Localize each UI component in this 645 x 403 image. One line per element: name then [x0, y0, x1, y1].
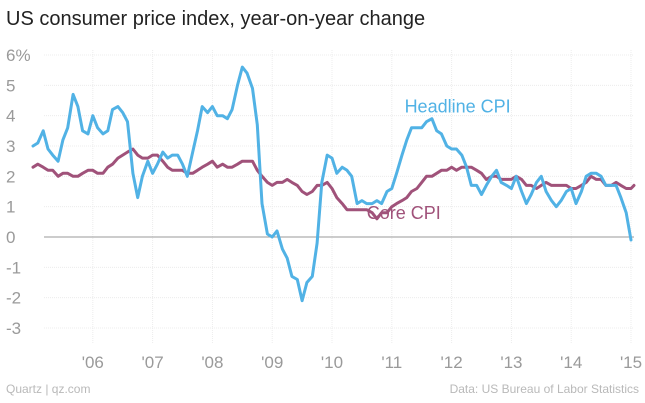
headline-cpi-label: Headline CPI: [405, 97, 511, 117]
x-tick-label: '10: [321, 353, 343, 372]
gridlines: [44, 50, 634, 343]
x-tick-label: '14: [560, 353, 582, 372]
y-tick-label: 5: [6, 76, 15, 95]
y-tick-label: -1: [6, 258, 21, 277]
x-axis-ticks: '06 '07 '08 '09 '10 '11 '12 '13 '14 '15: [82, 353, 642, 372]
y-tick-label: -2: [6, 289, 21, 308]
x-tick-label: '15: [620, 353, 642, 372]
y-tick-label: 2: [6, 167, 15, 186]
x-tick-label: '13: [500, 353, 522, 372]
y-tick-label: 4: [6, 107, 15, 126]
x-tick-label: '07: [142, 353, 164, 372]
y-tick-label: 3: [6, 137, 15, 156]
y-axis-ticks: 6% 5 4 3 2 1 0 -1 -2 -3: [6, 46, 31, 338]
source-credit: Quartz | qz.com: [6, 382, 91, 396]
data-source: Data: US Bureau of Labor Statistics: [449, 382, 639, 396]
series-layer: [31, 65, 636, 303]
chart-title: US consumer price index, year-on-year ch…: [6, 8, 426, 30]
y-tick-label: 0: [6, 228, 15, 247]
x-tick-label: '09: [261, 353, 283, 372]
x-tick-label: '08: [201, 353, 223, 372]
y-tick-label: -3: [6, 319, 21, 338]
x-tick-label: '06: [82, 353, 104, 372]
x-tick-label: '11: [381, 353, 402, 372]
core-cpi-label: Core CPI: [367, 203, 441, 223]
y-tick-label: 6%: [6, 46, 31, 65]
x-tick-label: '12: [441, 353, 463, 372]
headline-cpi-line: [31, 65, 633, 303]
series-labels: Headline CPI Core CPI: [367, 97, 511, 223]
y-tick-label: 1: [6, 198, 15, 217]
